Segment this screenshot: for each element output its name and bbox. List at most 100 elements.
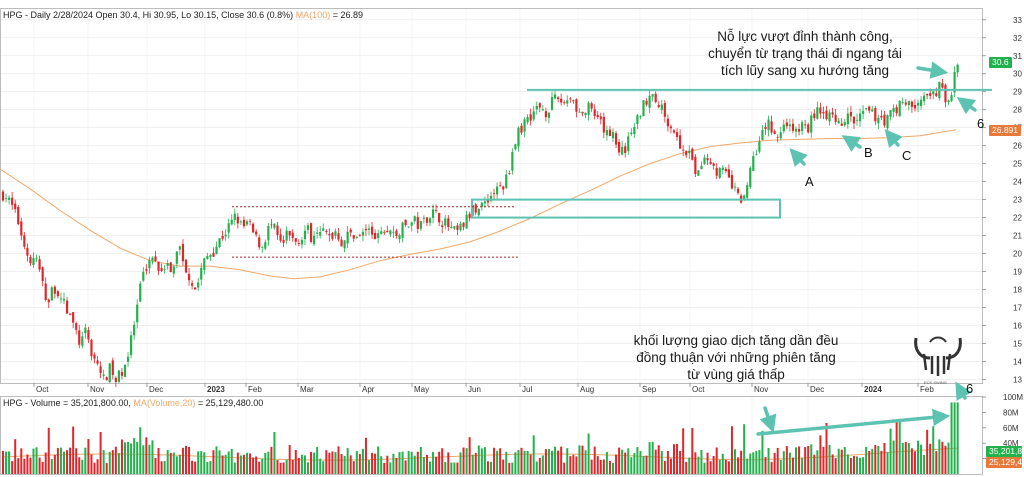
volume-bar (300, 454, 303, 474)
volume-bar (947, 442, 950, 474)
volume-tag: 35,201,80 (986, 446, 1022, 457)
candle-body (648, 95, 651, 108)
volume-bar (554, 446, 557, 474)
date-label: Feb (920, 385, 934, 394)
volume-bar (212, 450, 215, 474)
candle-body (511, 152, 514, 171)
volume-bar (724, 459, 727, 474)
candle-body (343, 240, 346, 249)
candle-body (392, 231, 395, 233)
volume-bar (502, 459, 505, 474)
candle-body (41, 267, 44, 281)
candle-body (78, 330, 81, 345)
candle-body (111, 360, 114, 376)
candle-body (840, 123, 843, 126)
volume-bar (758, 450, 761, 474)
volume-bar (910, 448, 913, 474)
candle-body (621, 146, 624, 155)
volume-bar (328, 452, 331, 474)
volume-bar (892, 440, 895, 474)
candle-body (804, 124, 807, 126)
price-tick-label: 21 (1013, 232, 1022, 241)
candle-body (361, 231, 364, 236)
date-label: Nov (90, 385, 104, 394)
volume-bar (72, 426, 75, 474)
candle-body (236, 216, 239, 224)
candle-body (65, 300, 69, 314)
candle-body (181, 244, 185, 262)
volume-bar (523, 450, 526, 474)
candle-body (916, 102, 920, 106)
candle-body (651, 94, 654, 97)
volume-bar (490, 461, 492, 474)
candle-body (197, 282, 200, 288)
volume-bar (563, 462, 566, 474)
candle-body (941, 83, 944, 88)
volume-bar (191, 460, 194, 474)
candle-body (944, 84, 947, 103)
date-label: Oct (36, 385, 49, 394)
candle-body (697, 170, 700, 176)
volume-bar (270, 446, 273, 474)
candle-body (419, 220, 422, 229)
candle-body (758, 141, 761, 152)
candle-body (538, 103, 541, 108)
volume-bar (221, 455, 224, 474)
price-tick-label: 20 (1013, 250, 1022, 259)
candle-body (953, 71, 956, 93)
candle-body (822, 112, 825, 114)
volume-bar (471, 454, 474, 474)
volume-bar (953, 402, 956, 474)
label-6-price: 6 (977, 116, 985, 131)
volume-bar (871, 448, 874, 474)
volume-bar (788, 452, 791, 474)
volume-bar (538, 457, 541, 474)
volume-bar (32, 448, 35, 474)
volume-bar (767, 447, 770, 474)
candle-body (575, 99, 578, 112)
arrow-c (884, 128, 903, 149)
candle-body (785, 122, 788, 127)
volume-bar (575, 456, 578, 474)
candle-body (508, 173, 511, 174)
volume-bar (462, 447, 465, 474)
volume-bar (718, 459, 721, 474)
candle-body (663, 103, 666, 117)
volume-bar (361, 448, 364, 474)
candle-body (50, 287, 53, 301)
volume-bar (157, 448, 160, 474)
volume-bar (920, 444, 923, 474)
date-label: Apr (362, 385, 375, 394)
candle-body (453, 226, 456, 229)
volume-bar (551, 450, 553, 474)
price-tick-label: 28 (1013, 106, 1022, 115)
candle-body (520, 125, 523, 133)
volume-bar (444, 462, 447, 474)
volume-bar (368, 460, 370, 474)
volume-bar (691, 427, 694, 474)
candle-body (654, 93, 657, 103)
volume-bar (584, 450, 587, 474)
date-label: Mar (300, 385, 314, 394)
volume-bar (215, 446, 218, 474)
date-label: Nov (754, 385, 768, 394)
volume-bar (761, 430, 764, 474)
candle-body (96, 360, 99, 364)
candle-body (553, 94, 557, 99)
candle-body (139, 283, 142, 302)
candle-body (38, 259, 41, 270)
volume-bar (734, 449, 736, 474)
candle-body (413, 216, 416, 222)
volume-bar (364, 437, 367, 474)
candle-body (212, 252, 215, 257)
candle-body (386, 230, 389, 233)
candle-body (215, 246, 218, 255)
candle-body (593, 109, 596, 116)
candle-body (797, 129, 801, 132)
volume-bar (477, 445, 480, 474)
candle-body (929, 93, 932, 97)
volume-bar (654, 449, 657, 474)
volume-bar (163, 461, 166, 474)
candle-body (761, 129, 764, 141)
candle-body (880, 115, 883, 118)
